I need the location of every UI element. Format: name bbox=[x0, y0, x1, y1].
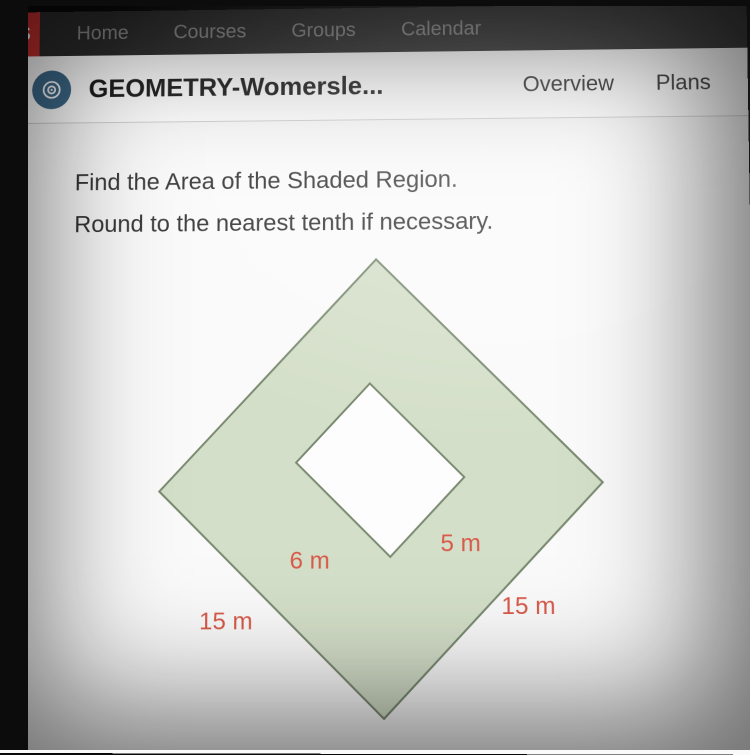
course-bar: GEOMETRY-Womersle... Overview Plans bbox=[7, 48, 748, 124]
tab-overview[interactable]: Overview bbox=[511, 70, 626, 97]
label-outer-right: 15 m bbox=[501, 593, 555, 622]
nav-courses[interactable]: Courses bbox=[165, 11, 254, 54]
problem-line-1: Find the Area of the Shaded Region. bbox=[75, 156, 690, 204]
label-inner-height: 5 m bbox=[440, 530, 480, 558]
school-badge[interactable]: S bbox=[8, 12, 40, 57]
course-icon[interactable] bbox=[32, 70, 71, 109]
geometry-figure: 6 m 5 m 15 m 15 m bbox=[103, 271, 660, 705]
nav-groups[interactable]: Groups bbox=[283, 9, 363, 52]
nav-home[interactable]: Home bbox=[69, 12, 137, 54]
problem-line-2: Round to the nearest tenth if necessary. bbox=[74, 199, 690, 247]
target-icon bbox=[41, 79, 63, 100]
problem-content: Find the Area of the Shaded Region. Roun… bbox=[0, 116, 750, 705]
label-inner-width: 6 m bbox=[290, 548, 330, 576]
course-title: GEOMETRY-Womersle... bbox=[88, 69, 493, 104]
nav-calendar[interactable]: Calendar bbox=[393, 8, 489, 51]
label-outer-left: 15 m bbox=[199, 608, 253, 636]
problem-text: Find the Area of the Shaded Region. Roun… bbox=[74, 156, 690, 246]
tab-plans[interactable]: Plans bbox=[644, 69, 723, 95]
